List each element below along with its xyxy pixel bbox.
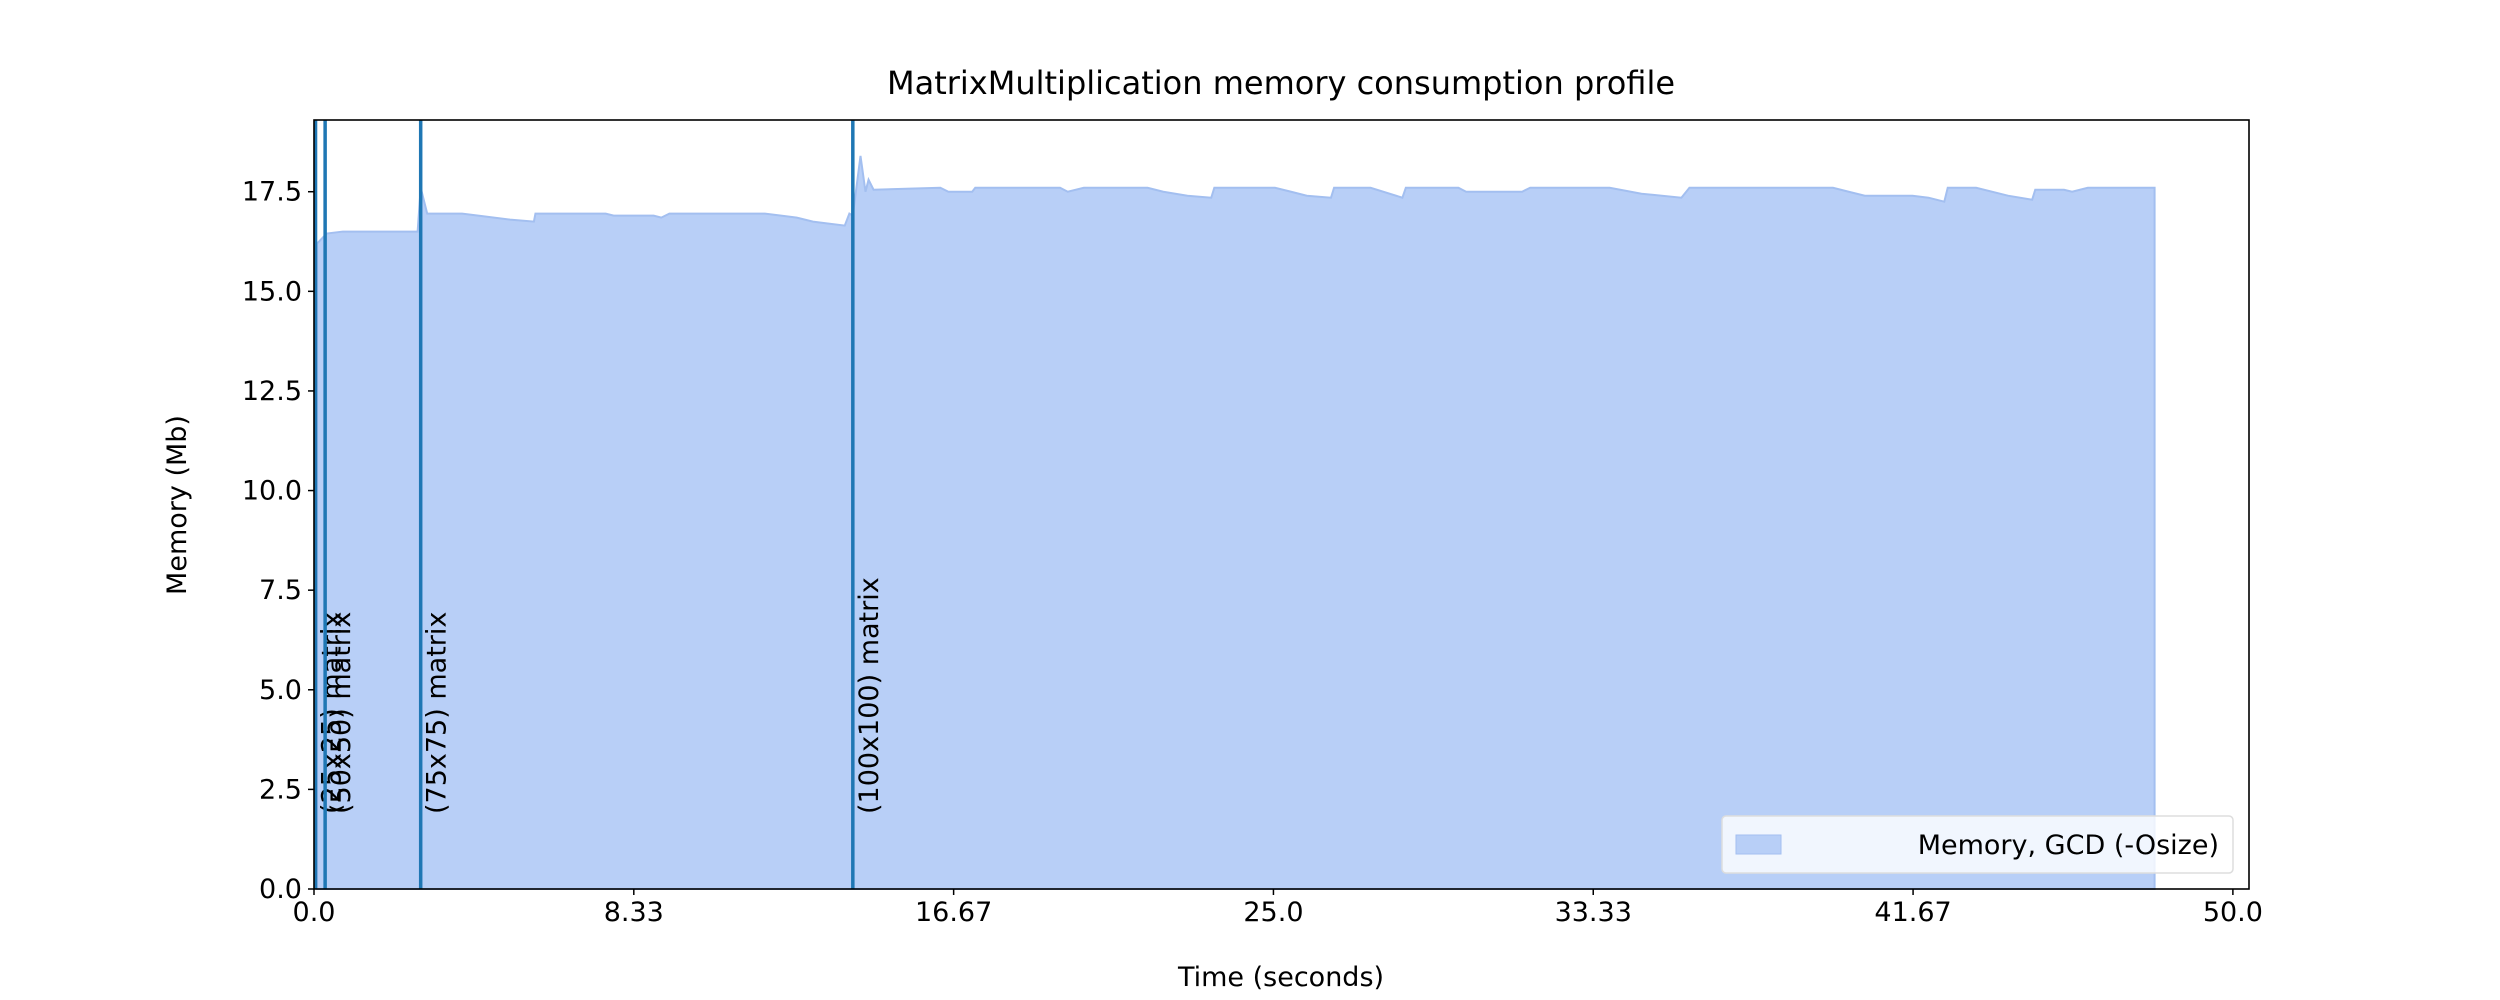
annotation-label: (25x25) matrix — [317, 612, 348, 814]
y-tick-label: 15.0 — [242, 276, 302, 307]
legend-box — [1721, 815, 2234, 874]
x-axis-label: Time (seconds) — [1177, 962, 1384, 993]
x-tick-label: 0.0 — [293, 897, 336, 928]
y-tick-label: 5.0 — [259, 675, 302, 706]
x-tick-label: 16.67 — [915, 897, 992, 928]
y-axis-label: Memory (Mb) — [162, 415, 193, 595]
y-tick-label: 12.5 — [242, 376, 302, 407]
x-tick-label: 50.0 — [2203, 897, 2263, 928]
y-tick-label: 7.5 — [259, 575, 302, 606]
x-tick-label: 8.33 — [604, 897, 664, 928]
legend-label: Memory, GCD (-Osize) — [1918, 830, 2219, 861]
area — [316, 155, 2156, 890]
annotation-label: (100x100) matrix — [854, 577, 885, 814]
axes-frame — [313, 119, 2250, 890]
y-tick-label: 2.5 — [259, 774, 302, 805]
legend-swatch — [1735, 834, 1782, 855]
x-tick-label: 25.0 — [1243, 897, 1303, 928]
annotation-label: (75x75) matrix — [422, 612, 453, 814]
y-tick-label: 17.5 — [242, 177, 302, 208]
x-tick-label: 41.67 — [1874, 897, 1951, 928]
y-tick-label: 10.0 — [242, 476, 302, 507]
x-tick-label: 33.33 — [1555, 897, 1632, 928]
chart-title: MatrixMultiplication memory consumption … — [887, 64, 1675, 102]
y-tick-label: 0.0 — [259, 874, 302, 905]
annotation-label: (50x50) matrix — [326, 612, 357, 814]
plot-area: (25x25) matrix(50x50) matrix (75x75) matr… — [313, 120, 2156, 890]
